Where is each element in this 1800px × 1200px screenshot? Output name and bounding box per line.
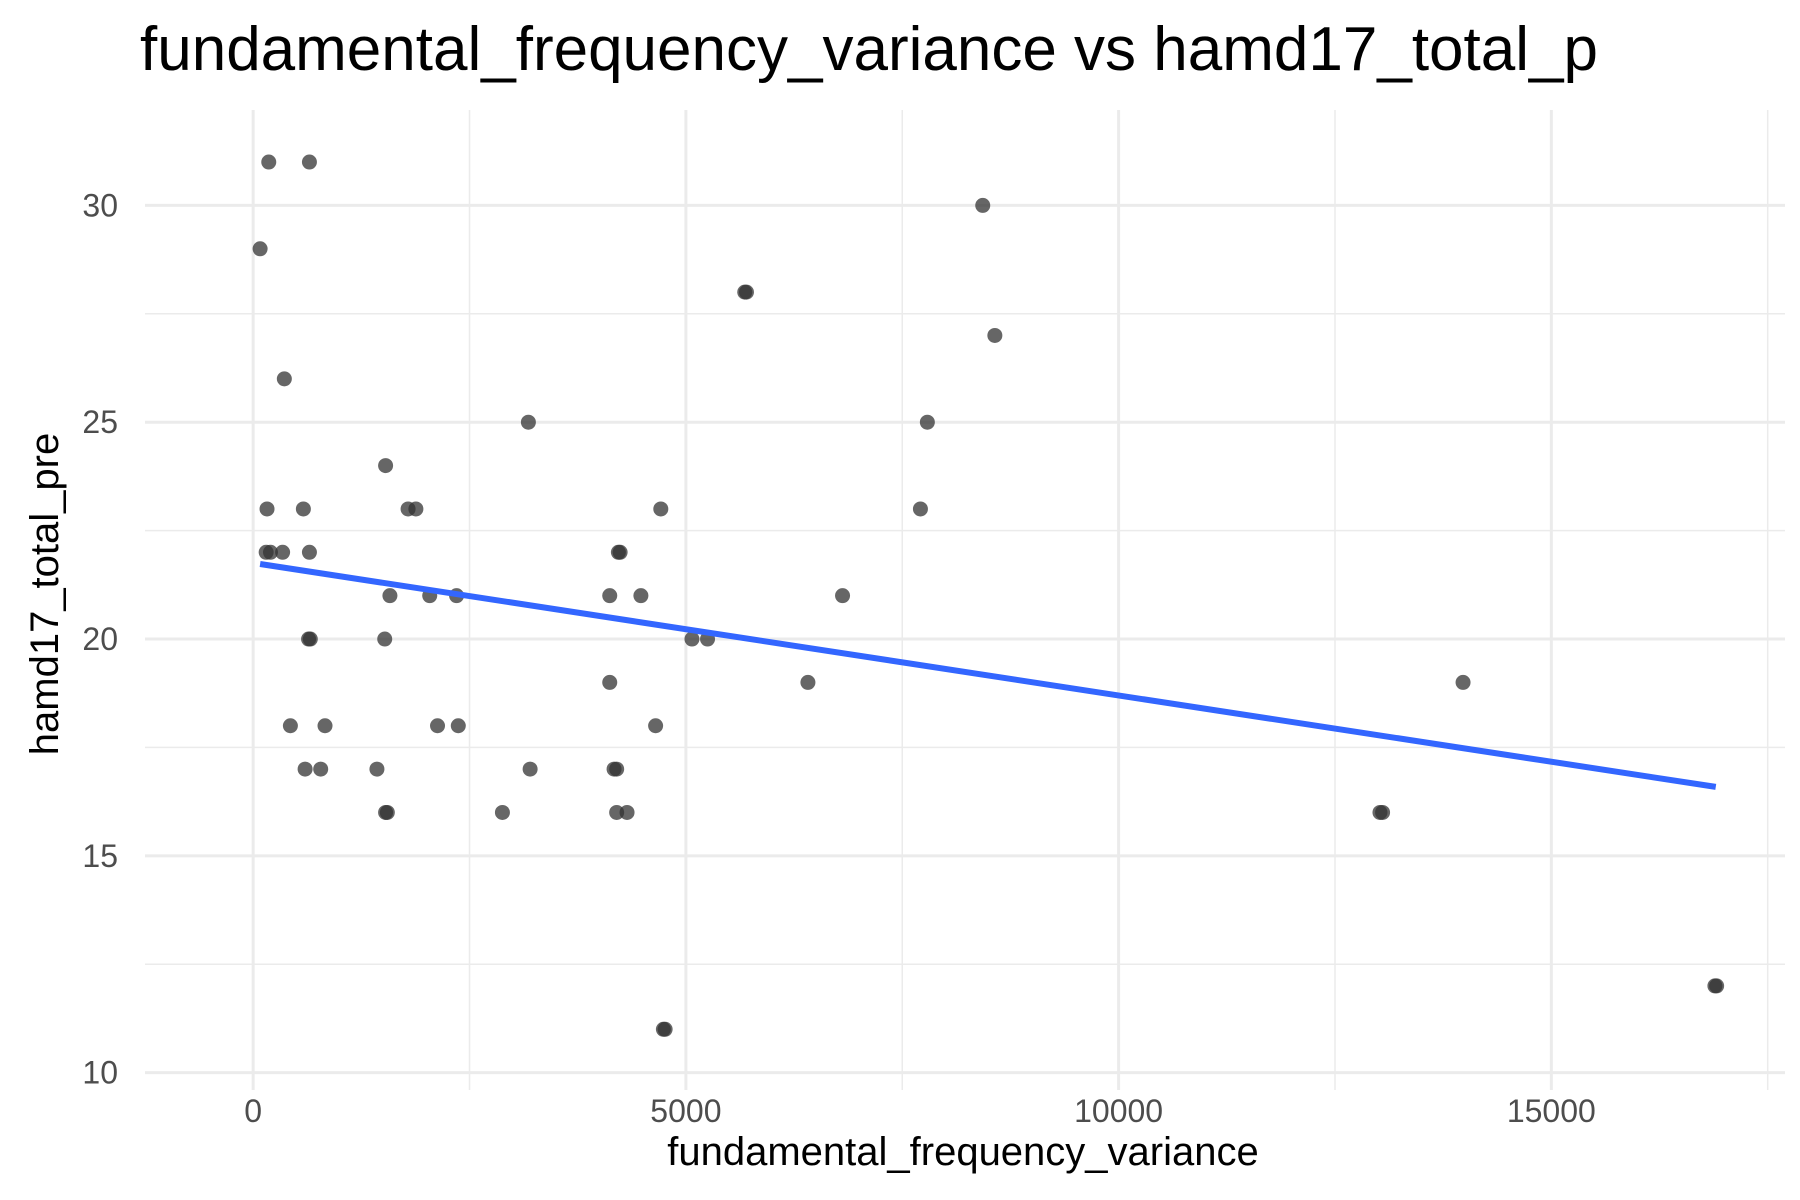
- data-point: [313, 761, 329, 777]
- data-point: [369, 761, 385, 777]
- x-tick-label: 0: [244, 1093, 262, 1129]
- data-point: [653, 501, 669, 517]
- data-point: [275, 544, 291, 560]
- y-tick-label: 30: [82, 187, 118, 223]
- x-tick-label: 10000: [1074, 1093, 1163, 1129]
- chart-title: fundamental_frequency_variance vs hamd17…: [140, 15, 1598, 84]
- y-axis-label: hamd17_total_pre: [23, 433, 67, 755]
- x-axis-ticks: 0 5000 10000 15000: [244, 1093, 1596, 1129]
- data-point: [648, 718, 664, 734]
- data-point: [919, 414, 935, 430]
- grid-lines: [145, 110, 1785, 1090]
- x-tick-label: 5000: [650, 1093, 721, 1129]
- y-tick-label: 25: [82, 404, 118, 440]
- data-point: [602, 588, 618, 604]
- data-point: [602, 674, 618, 690]
- data-point: [657, 1021, 673, 1037]
- data-point: [261, 154, 277, 170]
- data-point: [259, 501, 275, 517]
- data-point: [975, 197, 991, 213]
- data-point: [609, 761, 625, 777]
- data-point: [835, 588, 851, 604]
- data-point: [379, 804, 395, 820]
- data-point: [1709, 978, 1725, 994]
- data-points: [252, 154, 1725, 1037]
- x-tick-label: 15000: [1507, 1093, 1596, 1129]
- data-point: [1455, 674, 1471, 690]
- data-point: [382, 588, 398, 604]
- data-point: [408, 501, 424, 517]
- y-tick-label: 20: [82, 621, 118, 657]
- data-point: [912, 501, 928, 517]
- y-tick-label: 15: [82, 838, 118, 874]
- data-point: [282, 718, 298, 734]
- data-point: [297, 761, 313, 777]
- trend-line: [259, 561, 1717, 790]
- data-point: [987, 327, 1003, 343]
- regression-line: [259, 561, 1717, 790]
- data-point: [612, 544, 628, 560]
- data-point: [301, 154, 317, 170]
- data-point: [520, 414, 536, 430]
- data-point: [738, 284, 754, 300]
- data-point: [301, 544, 317, 560]
- data-point: [262, 544, 278, 560]
- data-point: [377, 631, 393, 647]
- data-point: [317, 718, 333, 734]
- data-point: [1375, 804, 1391, 820]
- data-point: [609, 804, 625, 820]
- data-point: [378, 458, 394, 474]
- data-point: [430, 718, 446, 734]
- data-point: [522, 761, 538, 777]
- y-tick-label: 10: [82, 1055, 118, 1091]
- data-point: [252, 241, 268, 257]
- data-point: [684, 631, 700, 647]
- x-axis-label: fundamental_frequency_variance: [667, 1130, 1259, 1174]
- data-point: [295, 501, 311, 517]
- y-axis-ticks: 10 15 20 25 30: [82, 187, 118, 1090]
- data-point: [494, 804, 510, 820]
- data-point: [633, 588, 649, 604]
- data-point: [302, 631, 318, 647]
- data-point: [276, 371, 292, 387]
- data-point: [800, 674, 816, 690]
- data-point: [450, 718, 466, 734]
- data-point: [619, 804, 635, 820]
